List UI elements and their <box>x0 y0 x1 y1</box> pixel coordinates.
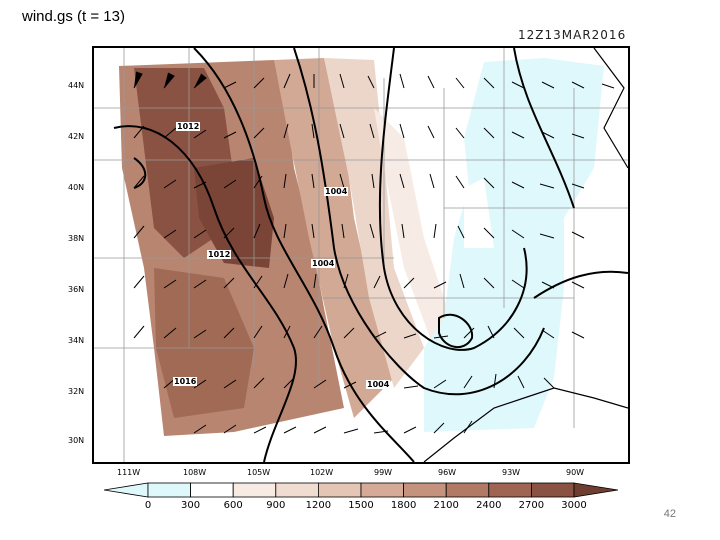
colorbar-label: 3000 <box>561 500 587 511</box>
valid-time-stamp: 12Z13MAR2016 <box>518 28 627 42</box>
isobar-label: 1004 <box>311 259 336 268</box>
colorbar-label: 2400 <box>476 500 502 511</box>
great-lakes-shore <box>593 48 628 169</box>
lon-label: 105W <box>247 468 271 477</box>
state-boundaries <box>94 48 628 462</box>
lat-label: 30N <box>68 436 85 445</box>
colorbar-cell <box>232 482 277 498</box>
colorbar-label: 1500 <box>348 500 374 511</box>
lon-label: 111W <box>117 468 141 477</box>
colorbar-cell <box>445 482 490 498</box>
colorbar-cell <box>275 482 319 498</box>
lat-label: 36N <box>68 285 85 294</box>
lon-label: 102W <box>310 468 334 477</box>
colorbar-cell <box>530 482 575 498</box>
page-number: 42 <box>663 508 676 520</box>
lat-label: 40N <box>68 183 85 192</box>
isobars <box>113 48 628 462</box>
lat-label: 38N <box>68 234 85 243</box>
isobar-label: 1004 <box>366 380 391 389</box>
colorbar-label: 600 <box>223 500 243 511</box>
colorbar-label: 2100 <box>433 500 459 511</box>
isobar-label: 1016 <box>173 377 198 386</box>
colorbar-cell <box>360 482 404 498</box>
lon-label: 90W <box>566 468 585 477</box>
colorbar-label: 1200 <box>305 500 332 511</box>
colorbar-label: 300 <box>181 500 201 511</box>
colorbar <box>104 482 618 498</box>
colorbar-label: 2700 <box>518 500 545 511</box>
isobar-label: 1012 <box>176 122 201 131</box>
isobar-label: 1004 <box>324 187 349 196</box>
terrain-wind-map <box>94 48 628 462</box>
colorbar-cell <box>147 482 191 498</box>
coastline <box>423 387 628 462</box>
lat-label: 42N <box>68 132 85 141</box>
lat-label: 34N <box>68 336 85 345</box>
lat-label: 44N <box>68 81 85 90</box>
colorbar-label: 0 <box>144 500 152 511</box>
colorbar-cell <box>488 482 532 498</box>
colorbar-label: 900 <box>266 500 286 511</box>
map-panel <box>92 46 630 464</box>
colorbar-low-arrow <box>104 482 149 498</box>
colorbar-cell <box>403 482 447 498</box>
colorbar-high-arrow <box>573 482 618 498</box>
isobar-label: 1012 <box>207 250 232 259</box>
colorbar-cell <box>317 482 362 498</box>
lon-label: 93W <box>502 468 521 477</box>
lon-label: 108W <box>183 468 207 477</box>
lat-label: 32N <box>68 387 85 396</box>
colorbar-cell <box>190 482 234 498</box>
plot-title: wind.gs (t = 13) <box>22 8 125 25</box>
colorbar-label: 1800 <box>390 500 417 511</box>
lon-label: 96W <box>438 468 457 477</box>
lon-label: 99W <box>374 468 393 477</box>
